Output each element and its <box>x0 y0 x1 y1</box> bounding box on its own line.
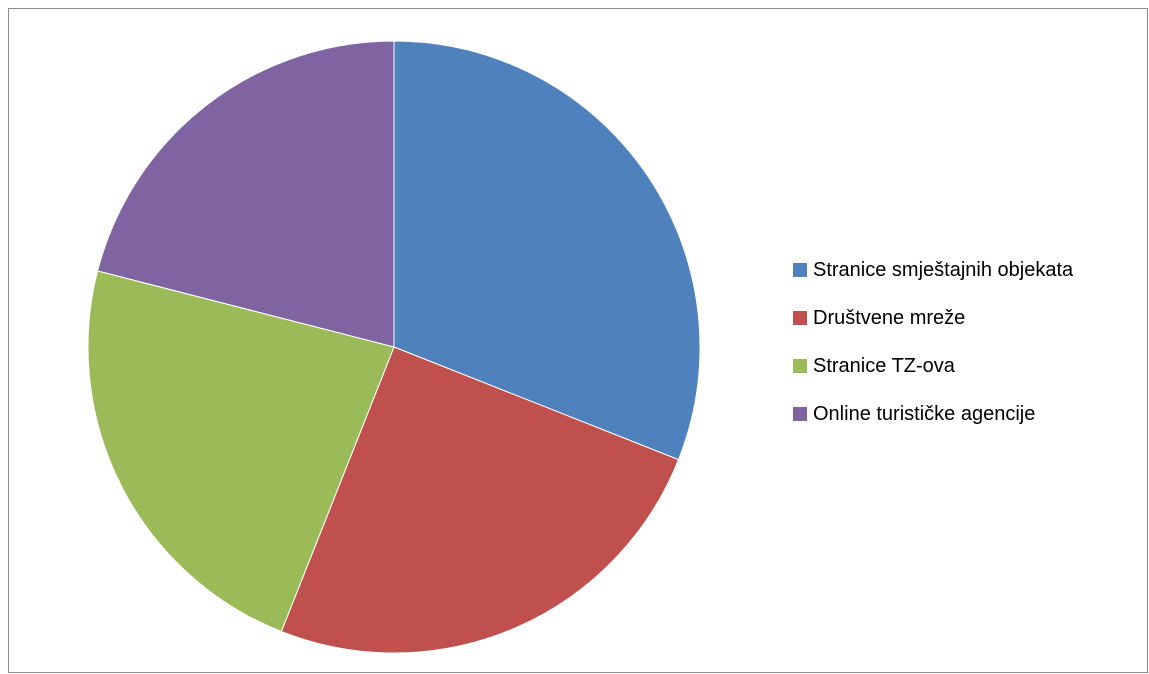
legend-item: Stranice TZ-ova <box>793 354 1143 378</box>
legend: Stranice smještajnih objekata Društvene … <box>793 258 1143 450</box>
legend-swatch <box>793 263 807 277</box>
pie-slice <box>87 270 395 633</box>
legend-swatch <box>793 359 807 373</box>
legend-label: Društvene mreže <box>813 307 966 329</box>
legend-label: Online turističke agencije <box>813 403 1036 425</box>
pie-slice <box>393 40 701 461</box>
pie-slice <box>97 40 395 348</box>
pie-slice <box>280 346 680 654</box>
legend-item: Online turističke agencije <box>793 402 1143 426</box>
legend-swatch <box>793 407 807 421</box>
legend-label: Stranice smještajnih objekata <box>813 259 1074 281</box>
legend-item: Društvene mreže <box>793 306 1143 330</box>
legend-item: Stranice smještajnih objekata <box>793 258 1143 282</box>
legend-swatch <box>793 311 807 325</box>
legend-label: Stranice TZ-ova <box>813 355 955 377</box>
